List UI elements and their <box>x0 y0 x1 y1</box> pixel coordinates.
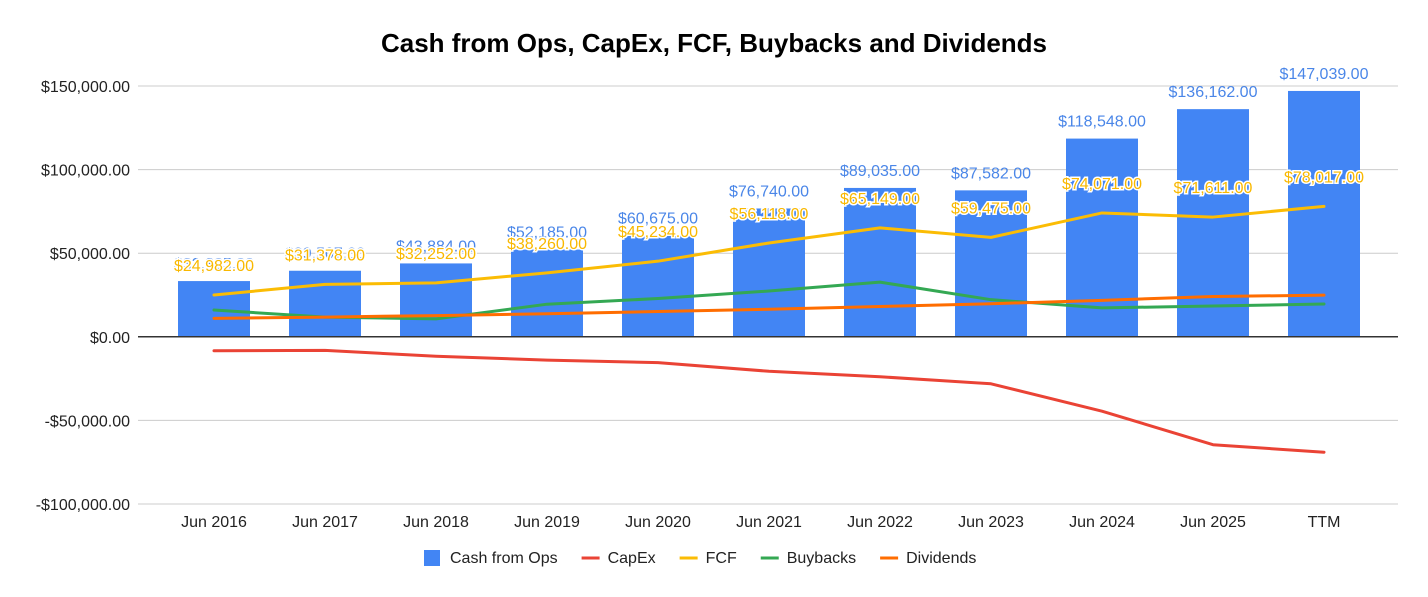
data-label-fcf: $38,260.00 <box>507 236 587 253</box>
legend-item-cash-from-ops: Cash from Ops <box>424 550 558 567</box>
legend-item-buybacks: Buybacks <box>760 550 856 567</box>
x-tick-label: Jun 2018 <box>403 514 469 531</box>
data-label-fcf: $65,149.00 <box>840 191 920 208</box>
line-buybacks <box>212 280 1326 321</box>
data-label-cash-from-ops: $118,548.00 <box>1058 114 1146 131</box>
data-label-fcf: $32,252.00 <box>396 246 476 263</box>
legend-item-dividends: Dividends <box>880 550 976 567</box>
bar-cash-from-ops <box>400 263 472 337</box>
line-capex <box>212 348 1326 454</box>
legend-swatch <box>424 550 440 566</box>
data-label-cash-from-ops: $33,325.00 <box>174 256 254 273</box>
bar-cash-from-ops <box>1288 90 1360 337</box>
bar-cash-from-ops <box>844 187 916 337</box>
bar-cash-from-ops <box>733 208 805 337</box>
data-label-cash-from-ops: $43,884.00 <box>396 238 476 255</box>
x-tick-label: Jun 2020 <box>625 514 691 531</box>
legend-label: FCF <box>706 550 737 567</box>
data-label-fcf: $56,118.00 <box>730 206 809 223</box>
data-label-cash-from-ops: $89,035.00 <box>840 163 920 180</box>
data-labels: $33,325.00 $39,507.00 $43,884.00 $52,185.00… <box>172 66 1369 277</box>
series-lines <box>212 204 1326 454</box>
legend: Cash from Ops CapEx FCF Buybacks Dividends <box>424 550 976 567</box>
bar-cash-from-ops <box>1177 109 1249 337</box>
bar-cash-from-ops <box>289 270 361 337</box>
x-axis-ticks: Jun 2016 Jun 2017 Jun 2018 Jun 2019 Jun 2020… <box>181 514 1340 531</box>
y-tick-label: $50,000.00 <box>50 246 130 263</box>
legend-item-fcf: FCF <box>679 550 737 567</box>
x-tick-label: Jun 2016 <box>181 514 247 531</box>
x-tick-label: Jun 2022 <box>847 514 913 531</box>
legend-label: Buybacks <box>787 550 856 567</box>
data-label-cash-from-ops: $76,740.00 <box>729 183 809 200</box>
bar-cash-from-ops <box>1066 138 1138 337</box>
x-tick-label: Jun 2025 <box>1180 514 1246 531</box>
data-label-fcf: $78,017.00 <box>1284 169 1364 186</box>
legend-label: CapEx <box>608 550 656 567</box>
bar-cash-from-ops <box>511 249 583 337</box>
y-axis-ticks: $150,000.00 $100,000.00 $50,000.00 $0.00 -$5… <box>36 79 130 514</box>
line-dividends <box>212 293 1326 320</box>
legend-label: Cash from Ops <box>450 550 558 567</box>
data-label-cash-from-ops: $52,185.00 <box>507 225 587 242</box>
data-label-cash-from-ops: $60,675.00 <box>618 210 698 227</box>
data-label-fcf: $71,611.00 <box>1174 180 1253 197</box>
data-label-cash-from-ops: $87,582.00 <box>951 165 1031 182</box>
y-tick-label: -$100,000.00 <box>36 497 130 514</box>
x-tick-label: Jun 2021 <box>736 514 802 531</box>
y-tick-label: $100,000.00 <box>41 163 130 180</box>
bar-cash-from-ops <box>622 235 694 337</box>
data-label-fcf: $74,071.00 <box>1062 176 1142 193</box>
data-label-fcf: $45,234.00 <box>618 224 698 241</box>
x-tick-label: Jun 2017 <box>292 514 358 531</box>
line-fcf <box>212 204 1326 297</box>
y-tick-label: $0.00 <box>90 330 130 347</box>
x-tick-label: TTM <box>1308 514 1341 531</box>
x-tick-label: Jun 2019 <box>514 514 580 531</box>
x-tick-label: Jun 2023 <box>958 514 1024 531</box>
data-label-fcf: $59,475.00 <box>951 200 1031 217</box>
bars-cash-from-ops <box>178 90 1360 337</box>
bar-cash-from-ops <box>955 190 1027 337</box>
legend-item-capex: CapEx <box>581 550 656 567</box>
chart-title: Cash from Ops, CapEx, FCF, Buybacks and … <box>381 28 1047 58</box>
y-tick-label: -$50,000.00 <box>45 413 131 430</box>
x-tick-label: Jun 2024 <box>1069 514 1135 531</box>
data-label-fcf: $24,982.00 <box>174 258 254 275</box>
legend-label: Dividends <box>906 550 976 567</box>
data-label-cash-from-ops: $136,162.00 <box>1169 84 1258 101</box>
data-label-cash-from-ops: $39,507.00 <box>285 246 365 263</box>
data-label-fcf: $31,378.00 <box>285 247 365 264</box>
y-tick-label: $150,000.00 <box>41 79 130 96</box>
data-label-cash-from-ops: $147,039.00 <box>1280 66 1369 83</box>
